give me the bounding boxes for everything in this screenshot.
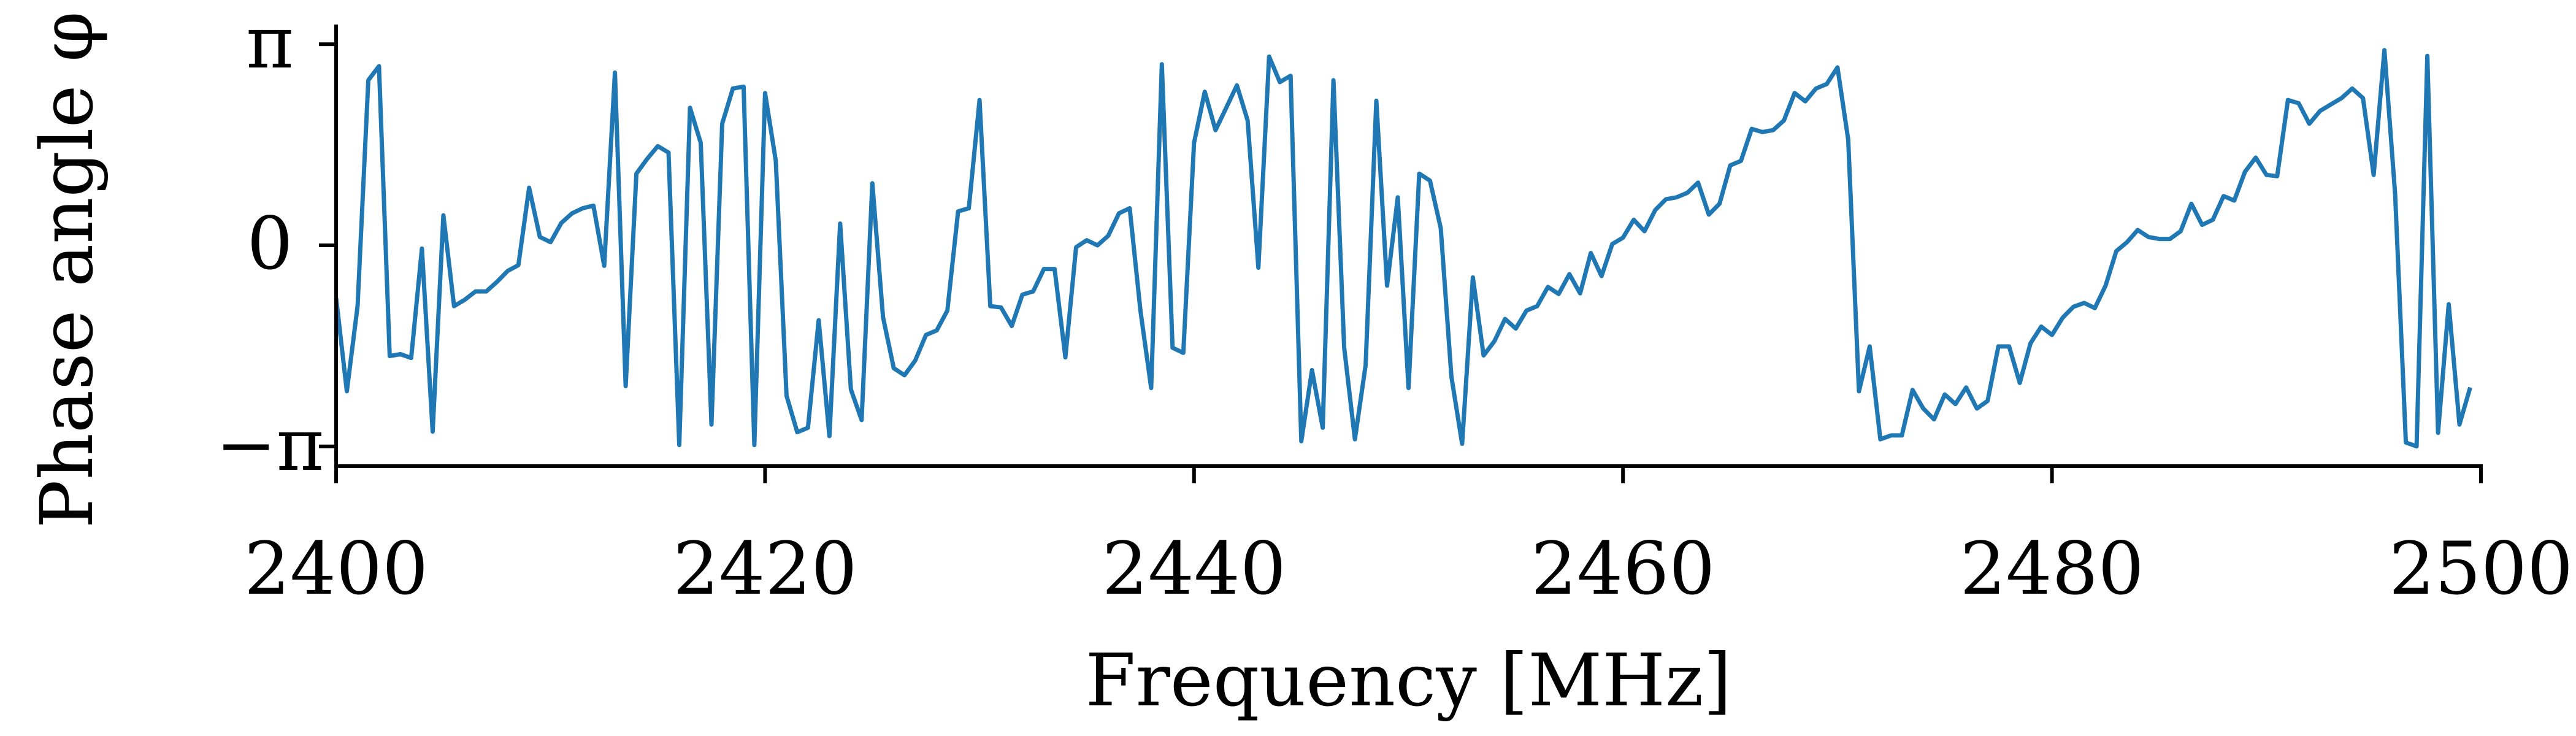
- phase-series-line: [334, 48, 2472, 449]
- x-axis-label: Frequency [MHz]: [1086, 638, 1732, 723]
- y-tick-label: 0: [247, 201, 293, 286]
- x-axis-ticks: 2400 2420 2440 2460 2480 2500: [244, 466, 2573, 611]
- x-tick-label: 2420: [673, 526, 857, 611]
- x-tick-label: 2440: [1102, 526, 1286, 611]
- plot-area: [334, 48, 2472, 449]
- y-axis-ticks: −π 0 π: [216, 0, 336, 487]
- x-tick-label: 2500: [2389, 526, 2573, 611]
- x-tick-label: 2400: [244, 526, 428, 611]
- y-tick-label: −π: [216, 402, 324, 487]
- x-tick-label: 2480: [1960, 526, 2144, 611]
- y-axis-label: Phase angle φ: [25, 11, 109, 528]
- y-tick-label: π: [246, 0, 294, 85]
- x-tick-label: 2460: [1531, 526, 1715, 611]
